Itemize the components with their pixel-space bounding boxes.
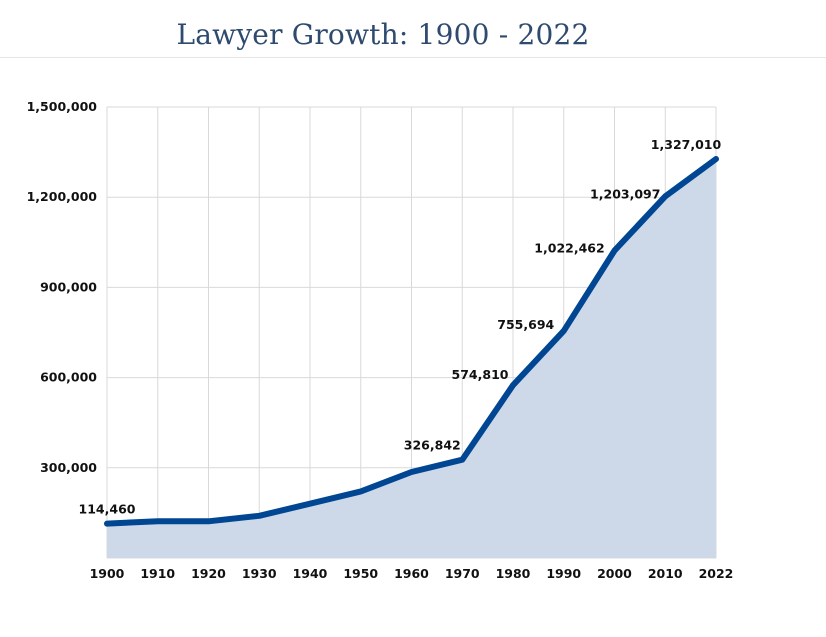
x-axis-labels: 1900 1910 1920 1930 1940 1950 1960 1970 1980 1990… [90, 566, 734, 581]
x-tick-label: 1940 [293, 566, 328, 581]
data-label: 574,810 [452, 367, 509, 382]
x-tick-label: 1950 [343, 566, 378, 581]
x-tick-label: 1930 [242, 566, 277, 581]
data-label: 755,694 [497, 317, 554, 332]
x-tick-label: 1900 [90, 566, 125, 581]
x-tick-label: 1920 [191, 566, 226, 581]
chart-title: Lawyer Growth: 1900 - 2022 [176, 18, 590, 51]
x-tick-label: 1970 [445, 566, 480, 581]
data-label: 1,327,010 [651, 137, 722, 152]
data-label: 1,203,097 [590, 186, 660, 201]
y-tick-label: 900,000 [40, 279, 97, 294]
x-tick-label: 2000 [597, 566, 632, 581]
y-tick-label: 1,200,000 [27, 189, 98, 204]
x-tick-label: 1980 [496, 566, 531, 581]
series-line [104, 156, 719, 527]
x-tick-label: 1990 [546, 566, 581, 581]
x-tick-label: 2022 [699, 566, 734, 581]
data-label: 114,460 [79, 502, 136, 517]
data-label: 326,842 [404, 438, 461, 453]
y-tick-label: 600,000 [40, 370, 97, 385]
data-labels: 114,460 326,842 574,810 755,694 1,022,462 1,2… [79, 137, 722, 517]
data-label: 1,022,462 [534, 241, 604, 256]
x-tick-label: 1910 [140, 566, 175, 581]
x-tick-label: 1960 [394, 566, 429, 581]
y-axis-labels: 300,000 600,000 900,000 1,200,000 1,500,000 [27, 99, 98, 475]
x-tick-label: 2010 [648, 566, 683, 581]
y-tick-label: 300,000 [40, 460, 97, 475]
title-divider [0, 57, 826, 58]
y-tick-label: 1,500,000 [27, 99, 98, 114]
area-fill [107, 159, 716, 558]
